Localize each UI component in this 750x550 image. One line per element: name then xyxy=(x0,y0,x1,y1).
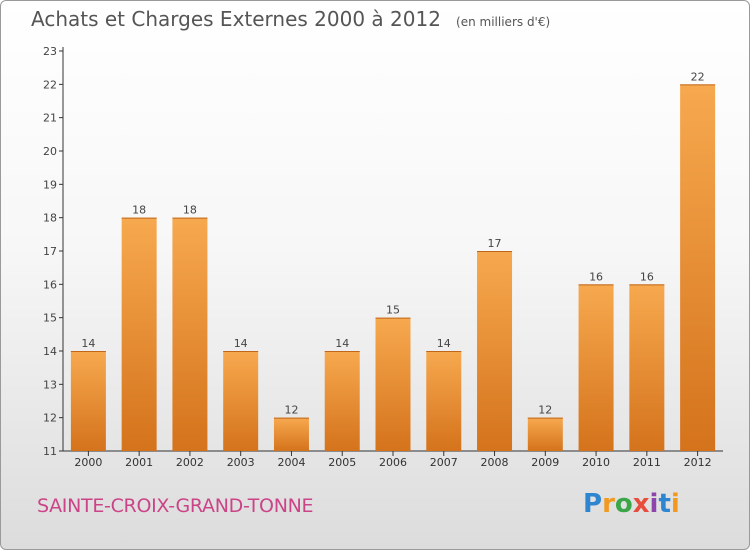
x-tick-label: 2010 xyxy=(582,456,610,469)
x-tick-label: 2008 xyxy=(481,456,509,469)
y-axis: 11 12 13 14 15 16 17 18 19 20 21 22 23 xyxy=(43,45,64,458)
data-label: 14 xyxy=(81,337,95,350)
bars xyxy=(70,84,716,451)
logo-letter: P xyxy=(583,489,603,519)
x-tick-label: 2012 xyxy=(684,456,712,469)
logo-letter: i xyxy=(649,489,659,519)
data-label: 14 xyxy=(335,337,349,350)
logo-letter: r xyxy=(602,489,615,519)
data-label: 15 xyxy=(386,304,400,317)
x-tick-label: 2011 xyxy=(633,456,661,469)
data-label: 12 xyxy=(284,404,298,417)
chart-title-area: Achats et Charges Externes 2000 à 2012 (… xyxy=(31,7,550,31)
data-labels: 14 18 18 14 12 14 15 14 17 12 16 16 22 xyxy=(81,70,704,416)
bar xyxy=(680,84,716,451)
bar xyxy=(629,284,665,451)
logo-letter: i xyxy=(670,489,680,519)
y-tick-label: 14 xyxy=(43,345,57,358)
y-tick-label: 16 xyxy=(43,278,57,291)
data-label: 14 xyxy=(234,337,248,350)
bar xyxy=(375,317,411,451)
bar xyxy=(578,284,614,451)
y-tick-label: 20 xyxy=(43,145,57,158)
y-tick-label: 18 xyxy=(43,212,57,225)
x-tick-label: 2009 xyxy=(531,456,559,469)
bar xyxy=(273,417,309,451)
bar xyxy=(172,217,208,451)
y-tick-label: 15 xyxy=(43,312,57,325)
bar xyxy=(223,351,259,451)
y-tick-label: 17 xyxy=(43,245,57,258)
chart-subtitle: (en milliers d'€) xyxy=(456,15,551,29)
data-label: 18 xyxy=(132,204,146,217)
data-label: 14 xyxy=(437,337,451,350)
logo-letter: t xyxy=(658,489,671,519)
x-tick-label: 2001 xyxy=(125,456,153,469)
x-tick-label: 2003 xyxy=(227,456,255,469)
x-tick-label: 2000 xyxy=(74,456,102,469)
bar xyxy=(477,251,513,451)
x-tick-label: 2004 xyxy=(277,456,305,469)
commune-name: SAINTE-CROIX-GRAND-TONNE xyxy=(37,495,314,517)
data-label: 18 xyxy=(183,204,197,217)
y-tick-label: 19 xyxy=(43,178,57,191)
y-tick-label: 13 xyxy=(43,378,57,391)
x-tick-label: 2005 xyxy=(328,456,356,469)
bar xyxy=(324,351,360,451)
logo-letter: x xyxy=(632,489,650,519)
data-label: 17 xyxy=(488,237,502,250)
data-label: 22 xyxy=(691,70,705,83)
x-axis: 2000 2001 2002 2003 2004 2005 2006 2007 2008 2009… xyxy=(63,450,723,469)
logo-letter: o xyxy=(614,489,633,519)
data-label: 16 xyxy=(589,270,603,283)
bar xyxy=(527,417,563,451)
x-tick-label: 2002 xyxy=(176,456,204,469)
y-tick-label: 12 xyxy=(43,412,57,425)
bar xyxy=(426,351,462,451)
proxiti-logo[interactable]: Proxiti xyxy=(583,489,680,519)
bar xyxy=(121,217,157,451)
chart-title: Achats et Charges Externes 2000 à 2012 xyxy=(31,7,441,31)
y-tick-label: 21 xyxy=(43,112,57,125)
x-tick-label: 2007 xyxy=(430,456,458,469)
bar xyxy=(70,351,106,451)
y-tick-label: 23 xyxy=(43,45,57,58)
data-label: 16 xyxy=(640,270,654,283)
x-tick-label: 2006 xyxy=(379,456,407,469)
y-tick-label: 11 xyxy=(43,445,57,458)
data-label: 12 xyxy=(538,404,552,417)
y-tick-label: 22 xyxy=(43,78,57,91)
